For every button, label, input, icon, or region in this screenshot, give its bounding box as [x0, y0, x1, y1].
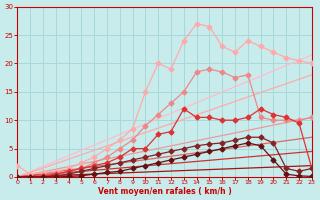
X-axis label: Vent moyen/en rafales ( km/h ): Vent moyen/en rafales ( km/h ) [98, 187, 231, 196]
